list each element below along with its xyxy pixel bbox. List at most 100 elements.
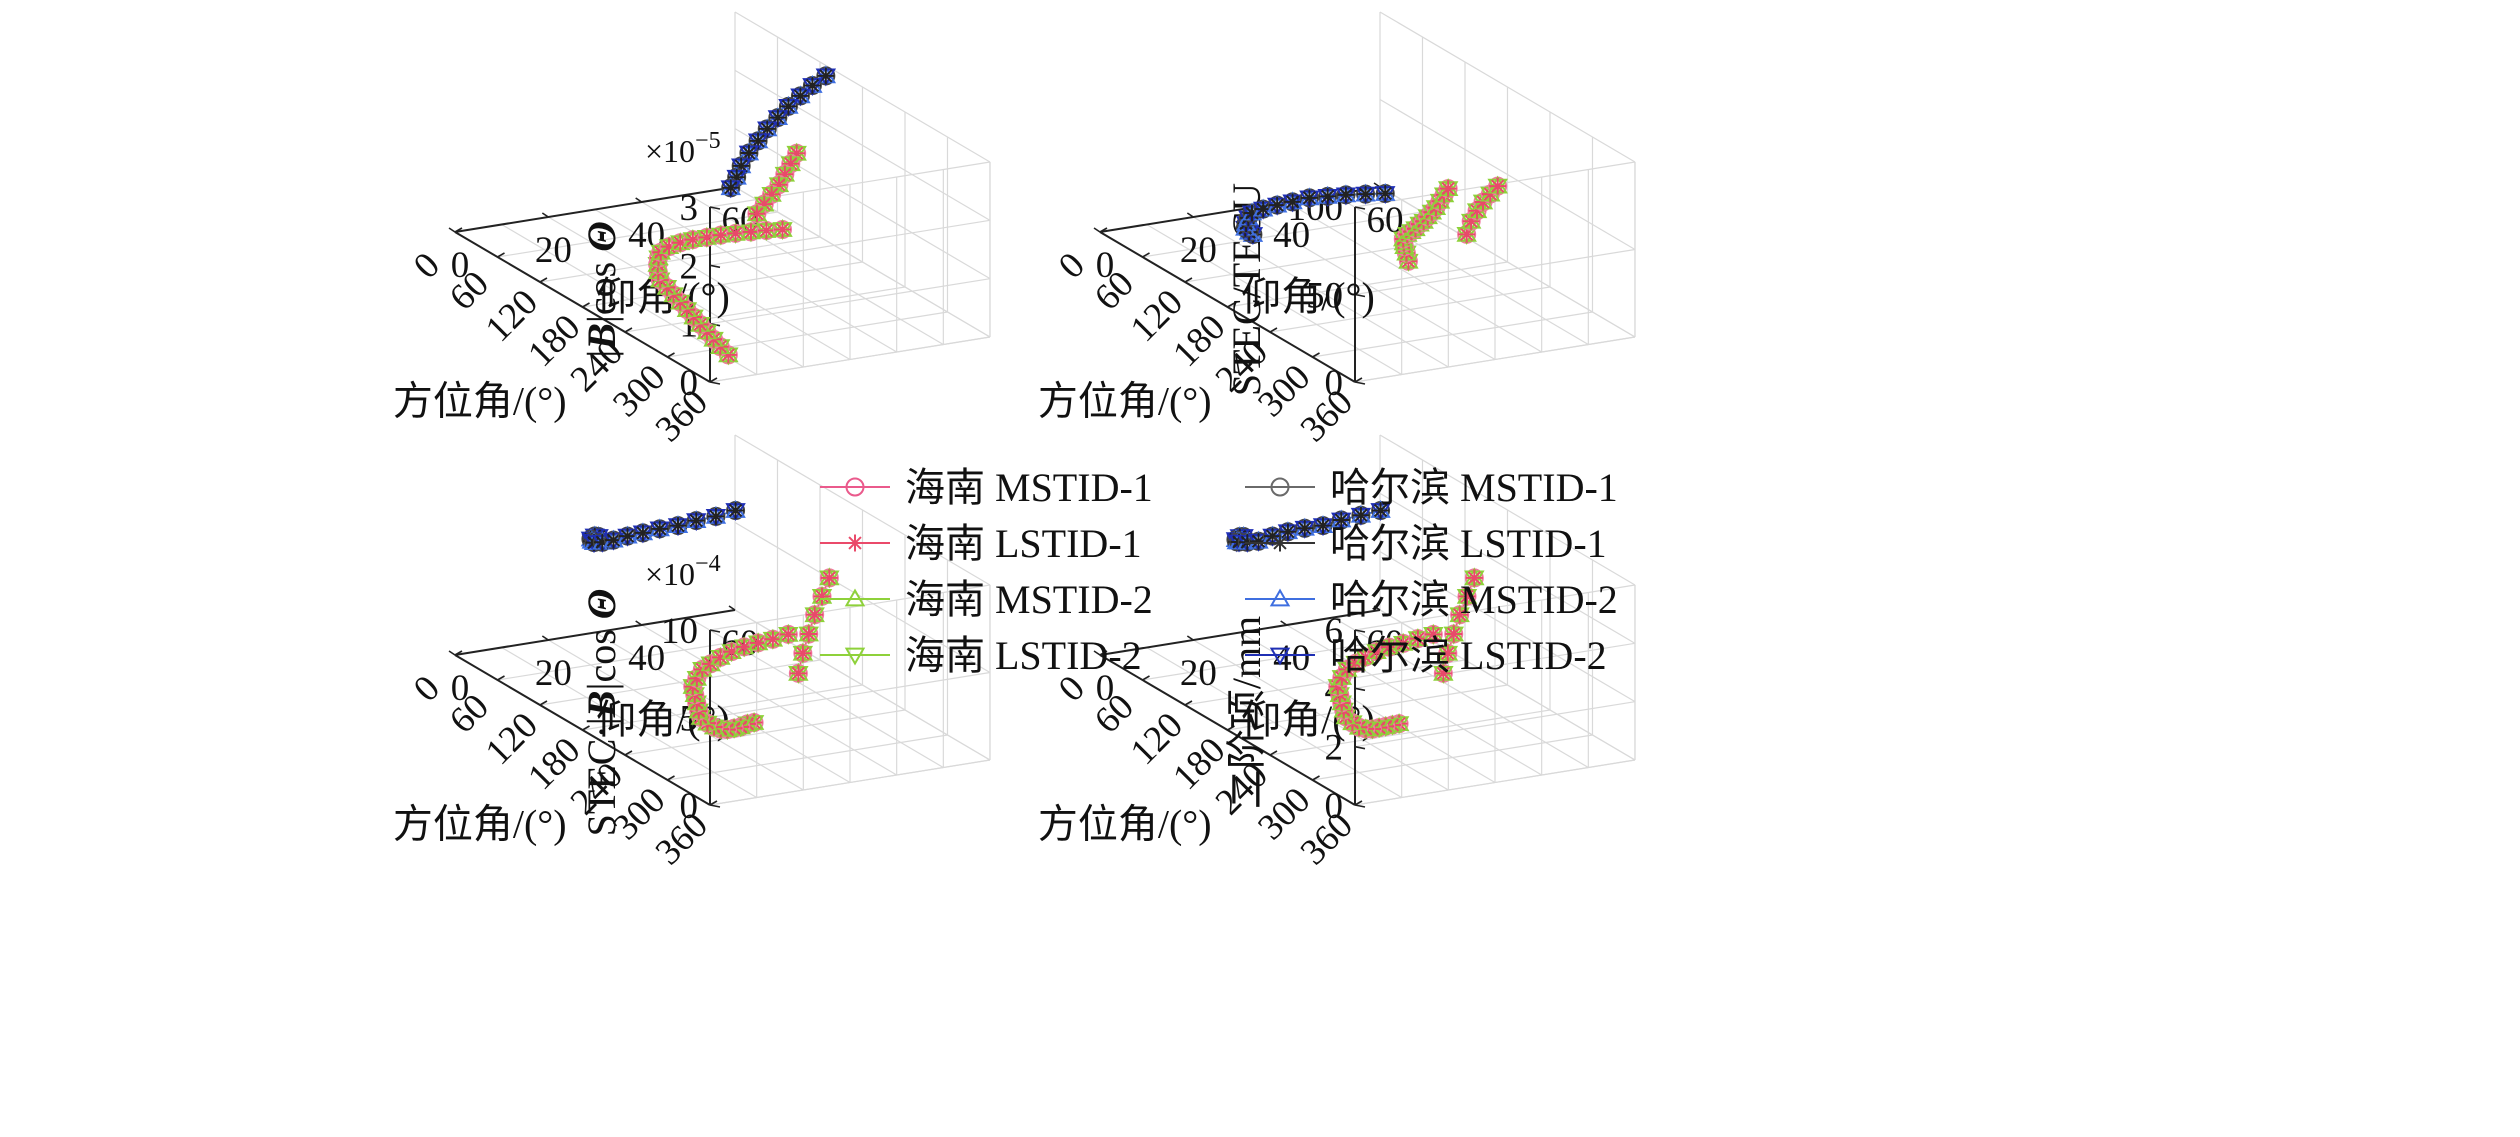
x-axis-label: 仰角/(°) <box>1241 274 1375 319</box>
legend-marker <box>845 477 865 497</box>
data-point <box>1333 669 1351 687</box>
data-point <box>749 132 767 150</box>
data-point <box>1347 654 1365 672</box>
x-axis <box>454 186 736 233</box>
y-tick <box>667 352 675 358</box>
data-point <box>712 226 730 244</box>
x-axis <box>454 609 736 656</box>
z-multiplier-base: ×10 <box>645 133 695 169</box>
z-tick-label: 2 <box>680 246 699 287</box>
data-point <box>779 625 797 643</box>
data-point <box>698 228 716 246</box>
grid-line <box>1269 286 1551 333</box>
grid-line <box>1354 759 1636 806</box>
data-point <box>707 507 725 525</box>
y-tick <box>539 700 548 706</box>
x-tick-label: 0 <box>1096 245 1115 286</box>
x-tick-label: 20 <box>1180 230 1217 271</box>
x-tick <box>541 212 549 218</box>
x-tick <box>635 197 643 203</box>
data-point <box>1332 511 1350 529</box>
data-point <box>702 655 720 673</box>
x-tick-label: 20 <box>1180 653 1217 694</box>
x-tick-label: 0 <box>451 245 470 286</box>
grid-line <box>734 521 991 674</box>
data-point <box>1439 180 1457 198</box>
panel-top-left: 0 20 40 600601201802403003600123仰角/(°)方位角/(… <box>393 11 991 450</box>
data-point <box>764 630 782 648</box>
data-point <box>800 625 818 643</box>
legend-label-haerbin-mstid-1: 哈尔滨 MSTID-1 <box>1330 465 1618 510</box>
y-axis-label: 方位角/(°) <box>393 379 567 424</box>
data-point <box>1474 193 1492 211</box>
y-tick <box>1142 252 1150 258</box>
grid-line <box>1269 709 1551 756</box>
y-tick <box>497 675 505 681</box>
z-multiplier: ×10−5 <box>645 128 721 169</box>
z-tick <box>1354 804 1366 808</box>
y-tick <box>1184 700 1193 706</box>
grid-line <box>1312 311 1593 358</box>
x-tick <box>1186 635 1194 641</box>
data-point <box>1372 502 1390 519</box>
grid-line <box>1354 701 1636 748</box>
grid-line <box>1184 236 1466 283</box>
data-point <box>605 531 622 549</box>
grid-line <box>582 261 863 308</box>
y-tick <box>1227 725 1235 731</box>
series-hainan-upper <box>746 142 807 225</box>
z-tick <box>709 381 721 385</box>
z-tick <box>1354 381 1366 385</box>
y-tick <box>709 800 718 806</box>
grid-line <box>624 286 906 333</box>
data-point <box>817 67 835 85</box>
data-point <box>735 638 753 656</box>
data-point <box>719 346 737 364</box>
data-point <box>1300 189 1318 207</box>
data-point <box>1458 225 1476 243</box>
data-point <box>728 168 746 186</box>
z-tick <box>709 206 721 210</box>
z-axis-label-part: Θ <box>579 589 624 620</box>
data-point <box>1268 196 1286 214</box>
y-tick-label: 0 <box>406 668 448 710</box>
legend-marker <box>844 588 866 607</box>
y-tick <box>454 227 463 233</box>
data-point <box>687 512 705 530</box>
grid-line <box>1379 551 1636 703</box>
z-axis-label-part: |cos <box>579 619 624 690</box>
grid-line <box>734 128 991 280</box>
z-tick <box>1354 629 1366 633</box>
grid-line <box>1379 492 1636 644</box>
y-tick <box>582 302 590 308</box>
panels: 0 20 40 600601201802403003600123仰角/(°)方位角/(… <box>393 11 1636 873</box>
legend-marker <box>1269 588 1291 607</box>
series-haerbin <box>720 65 837 199</box>
z-axis-label: 二阶项/mm <box>1224 616 1269 809</box>
legend-label-hainan-mstid-1: 海南 MSTID-1 <box>905 465 1153 510</box>
series-hainan-lower <box>1327 623 1444 740</box>
grid-line <box>539 236 821 283</box>
x-tick <box>1093 227 1101 233</box>
legend-label-hainan-mstid-2: 海南 MSTID-2 <box>905 577 1153 622</box>
legend-marker <box>1271 534 1289 552</box>
data-point <box>1489 177 1507 195</box>
data-point <box>769 109 787 127</box>
y-tick <box>1269 750 1278 756</box>
grid-line <box>667 734 948 781</box>
data-point <box>1424 625 1442 643</box>
legend-label-haerbin-mstid-2: 哈尔滨 MSTID-2 <box>1330 577 1618 622</box>
grid-line <box>1227 684 1508 731</box>
z-tick-label: 0 <box>680 363 699 404</box>
data-point <box>820 569 838 587</box>
grid-line <box>709 336 991 383</box>
data-point <box>749 634 767 652</box>
grid-line <box>1354 642 1636 689</box>
x-tick-label: 0 <box>1096 668 1115 709</box>
x-tick-label: 40 <box>628 638 665 679</box>
y-tick <box>709 377 718 383</box>
data-point <box>782 155 800 173</box>
y-tick <box>1269 327 1278 333</box>
legend-marker <box>1270 477 1290 497</box>
data-point <box>1451 606 1469 624</box>
